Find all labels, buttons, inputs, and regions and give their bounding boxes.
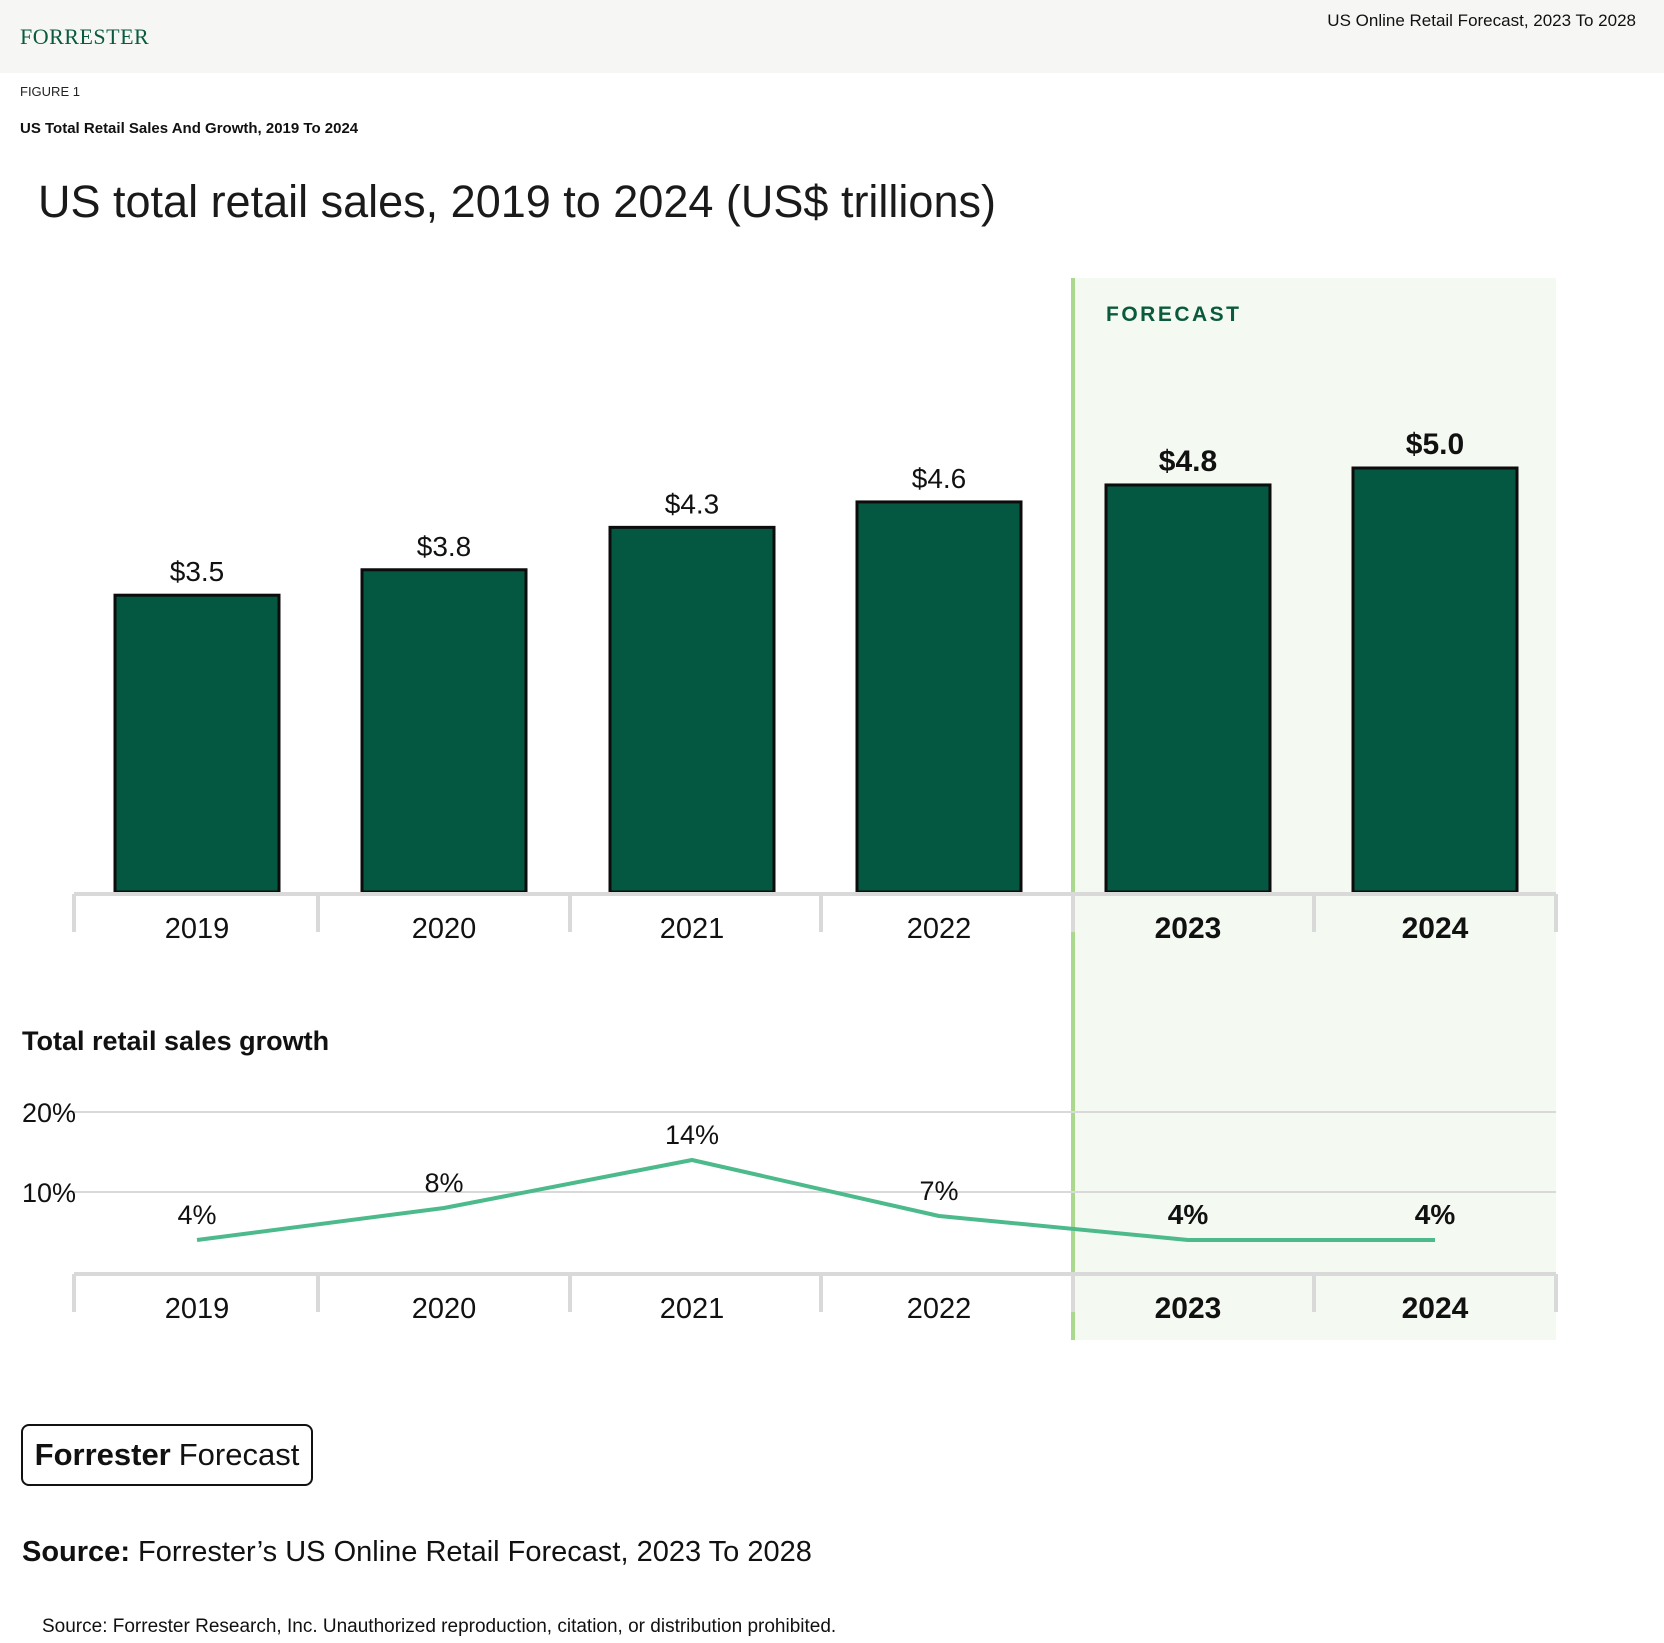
bar-value-label: $4.6 xyxy=(912,463,967,494)
bar-value-label: $4.8 xyxy=(1159,445,1217,478)
bar-value-label: $3.5 xyxy=(170,556,225,587)
growth-x-tick-label: 2020 xyxy=(412,1293,477,1325)
bar-value-label: $4.3 xyxy=(665,488,720,519)
growth-value-label: 14% xyxy=(665,1120,719,1150)
bar-x-tick-label: 2022 xyxy=(907,913,972,945)
badge-bold-text: Forrester xyxy=(34,1437,171,1472)
figure-title: US Total Retail Sales And Growth, 2019 T… xyxy=(20,120,359,137)
bar-x-tick-label: 2020 xyxy=(412,913,477,945)
bar-value-label: $5.0 xyxy=(1406,428,1464,461)
bar-2020 xyxy=(360,568,528,894)
report-title: US Online Retail Forecast, 2023 To 2028 xyxy=(1327,11,1636,30)
bar-x-tick-label: 2023 xyxy=(1155,912,1222,945)
forecast-divider xyxy=(1071,278,1075,1340)
growth-x-tick-label: 2023 xyxy=(1155,1292,1222,1325)
growth-x-tick-label: 2024 xyxy=(1402,1292,1469,1325)
badge-text: Forecast xyxy=(178,1437,300,1472)
growth-y-tick-label: 20% xyxy=(22,1098,76,1128)
bar-value-label: $3.8 xyxy=(417,531,472,562)
growth-x-tick-label: 2022 xyxy=(907,1293,972,1325)
bar-x-tick-label: 2024 xyxy=(1402,912,1469,945)
bar-2022 xyxy=(855,500,1023,894)
bar-2024 xyxy=(1351,466,1519,894)
forrester-forecast-badge: Forrester Forecast xyxy=(21,1424,313,1486)
growth-chart-title: Total retail sales growth xyxy=(22,1026,330,1056)
bar-x-tick-label: 2019 xyxy=(165,913,230,945)
growth-y-tick-label: 10% xyxy=(22,1178,76,1208)
growth-value-label: 8% xyxy=(424,1168,463,1198)
growth-value-label: 4% xyxy=(177,1200,216,1230)
copyright-footer: Source: Forrester Research, Inc. Unautho… xyxy=(42,1616,837,1637)
bar-x-tick-label: 2021 xyxy=(660,913,725,945)
growth-value-label: 4% xyxy=(1415,1199,1456,1230)
figure-label: FIGURE 1 xyxy=(20,84,80,99)
report-header: FORRESTER US Online Retail Forecast, 202… xyxy=(0,0,1664,73)
growth-value-label: 7% xyxy=(919,1176,958,1206)
growth-x-tick-label: 2021 xyxy=(660,1293,725,1325)
growth-line xyxy=(196,1158,1435,1242)
bar-2019 xyxy=(113,593,281,894)
growth-x-tick-label: 2019 xyxy=(165,1293,230,1325)
bar-2023 xyxy=(1104,483,1272,894)
chart-title: US total retail sales, 2019 to 2024 (US$… xyxy=(38,176,996,227)
growth-value-label: 4% xyxy=(1168,1199,1209,1230)
source-label: Source: xyxy=(22,1536,130,1568)
source-text: Forrester’s US Online Retail Forecast, 2… xyxy=(138,1536,812,1568)
bar-2021 xyxy=(608,525,776,894)
forecast-label: FORECAST xyxy=(1106,303,1242,326)
source-line: Source: Forrester’s US Online Retail For… xyxy=(22,1536,812,1569)
forrester-logo: FORRESTER xyxy=(20,24,150,49)
